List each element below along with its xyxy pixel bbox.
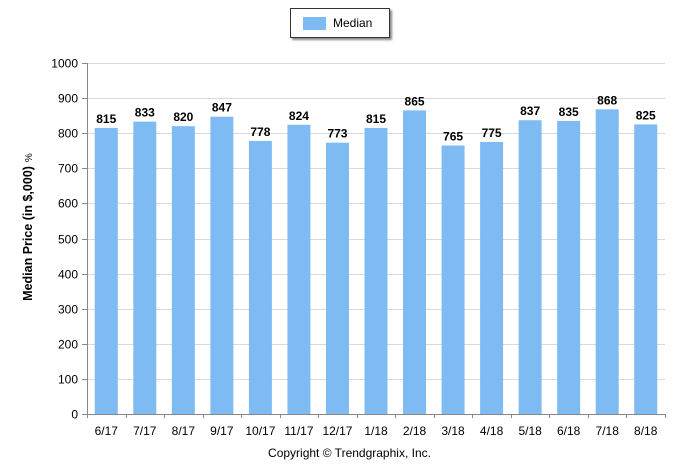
data-label: 820	[173, 110, 193, 124]
y-axis-label-text: Median Price (in $,000)	[21, 166, 35, 301]
y-tick-label: 100	[58, 373, 78, 387]
data-label: 824	[289, 109, 309, 123]
x-tick-label: 8/18	[634, 424, 658, 438]
y-axis-label: Median Price (in $,000)%	[21, 127, 35, 327]
data-label: 815	[96, 112, 116, 126]
legend-label: Median	[333, 16, 373, 30]
x-tick-label: 7/17	[133, 424, 157, 438]
data-label: 835	[559, 105, 579, 119]
bar	[403, 110, 427, 414]
copyright-notice: Copyright © Trendgraphix, Inc.	[268, 446, 431, 460]
data-label: 865	[405, 94, 425, 108]
x-tick-label: 4/18	[480, 424, 504, 438]
y-tick-label: 900	[58, 92, 78, 106]
x-tick-label: 6/17	[95, 424, 119, 438]
x-tick-label: 10/17	[245, 424, 275, 438]
y-tick-label: 500	[58, 233, 78, 247]
bar	[133, 121, 157, 414]
y-tick-label: 300	[58, 303, 78, 317]
legend: Median	[290, 8, 390, 38]
data-label: 775	[482, 126, 502, 140]
y-axis-label-suffix: %	[24, 153, 35, 163]
x-tick-label: 11/17	[284, 424, 313, 438]
bar	[557, 120, 581, 414]
data-label: 837	[520, 104, 540, 118]
bar	[634, 124, 658, 415]
y-tick-label: 600	[58, 197, 78, 211]
y-tick-label: 700	[58, 162, 78, 176]
x-tick-label: 3/18	[441, 424, 465, 438]
bar	[287, 124, 311, 414]
data-label: 868	[597, 93, 617, 107]
bar	[171, 126, 195, 415]
x-tick-label: 5/18	[518, 424, 542, 438]
x-tick-label: 7/18	[596, 424, 620, 438]
y-tick-label: 800	[58, 127, 78, 141]
data-label: 765	[443, 129, 463, 143]
bar	[595, 109, 619, 414]
data-label: 773	[327, 127, 347, 141]
legend-swatch	[303, 16, 326, 30]
x-tick-label: 1/18	[364, 424, 388, 438]
bar	[325, 142, 349, 414]
bar	[210, 116, 234, 414]
x-tick-label: 9/17	[210, 424, 234, 438]
data-label: 778	[250, 125, 270, 139]
y-tick-label: 0	[71, 408, 78, 422]
y-tick-label: 400	[58, 268, 78, 282]
bar	[441, 145, 465, 415]
x-tick-label: 6/18	[557, 424, 581, 438]
x-tick-label: 12/17	[322, 424, 352, 438]
data-label: 833	[135, 106, 155, 120]
bar	[480, 141, 504, 414]
y-tick-label: 1000	[51, 57, 78, 71]
x-tick-label: 2/18	[403, 424, 427, 438]
x-tick-label: 8/17	[172, 424, 196, 438]
data-label: 825	[636, 108, 656, 122]
bar	[94, 127, 118, 414]
bar	[364, 127, 388, 414]
bar	[518, 120, 542, 414]
data-label: 847	[212, 101, 232, 115]
data-label: 815	[366, 112, 386, 126]
bar	[248, 140, 272, 414]
y-tick-label: 200	[58, 338, 78, 352]
